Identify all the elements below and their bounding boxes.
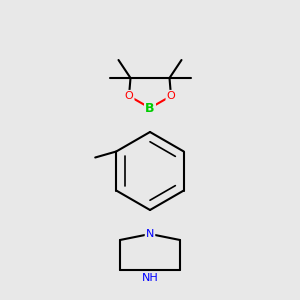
- Text: B: B: [145, 101, 155, 115]
- Text: N: N: [146, 229, 154, 239]
- Text: O: O: [124, 91, 134, 101]
- Text: O: O: [167, 91, 176, 101]
- Text: NH: NH: [142, 273, 158, 283]
